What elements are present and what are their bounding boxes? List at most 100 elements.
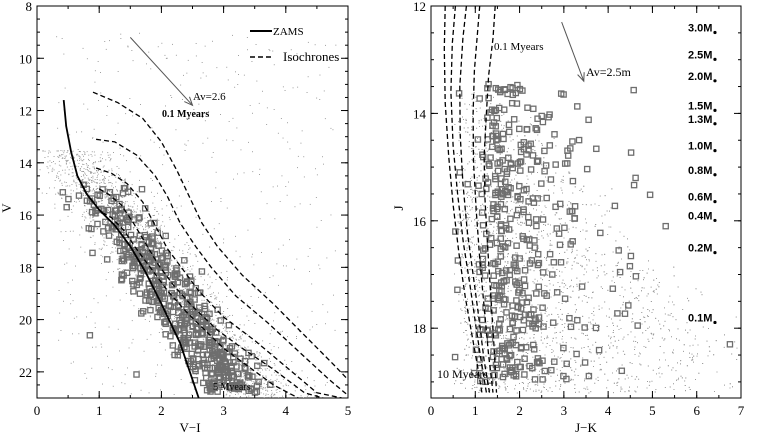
- field-star-dot: [202, 234, 203, 235]
- field-star-dot: [319, 99, 320, 100]
- field-star-dot: [64, 264, 65, 265]
- field-star-dot: [257, 353, 258, 354]
- field-star-dot: [243, 376, 244, 377]
- field-star-dot: [63, 301, 64, 302]
- field-star-dot: [101, 154, 102, 155]
- field-star-dot: [141, 390, 142, 391]
- field-star-dot: [69, 153, 70, 154]
- field-star-dot: [223, 316, 224, 317]
- field-star-dot: [272, 353, 273, 354]
- field-star-dot: [124, 205, 125, 206]
- field-star-dot: [315, 168, 316, 169]
- field-star-dot: [118, 71, 119, 72]
- field-star-dot: [101, 249, 102, 250]
- field-star-dot: [319, 268, 320, 269]
- field-star-dot: [200, 307, 201, 308]
- field-star-dot: [210, 296, 211, 297]
- field-star-dot: [266, 377, 267, 378]
- field-star-dot: [130, 206, 131, 207]
- field-star-dot: [229, 396, 230, 397]
- field-star-dot: [188, 60, 189, 61]
- field-star-dot: [97, 228, 98, 229]
- field-star-dot: [61, 150, 62, 151]
- field-star-dot: [55, 208, 56, 209]
- field-star-dot: [178, 311, 179, 312]
- field-star-dot: [238, 362, 239, 363]
- field-star-dot: [94, 168, 95, 169]
- field-star-dot: [171, 320, 172, 321]
- field-star-dot: [239, 362, 240, 363]
- field-star-dot: [152, 180, 153, 181]
- field-star-dot: [73, 172, 74, 173]
- legend-isochrones-label: Isochrones: [283, 49, 339, 64]
- field-star-dot: [183, 301, 184, 302]
- field-star-dot: [157, 239, 158, 240]
- field-star-dot: [83, 175, 84, 176]
- field-star-dot: [101, 255, 102, 256]
- field-star-dot: [259, 355, 260, 356]
- field-star-dot: [232, 35, 233, 36]
- member-star-square: [255, 363, 260, 368]
- field-star-dot: [106, 115, 107, 116]
- field-star-dot: [216, 299, 217, 300]
- field-star-dot: [244, 375, 245, 376]
- field-star-dot: [59, 171, 60, 172]
- field-star-dot: [273, 275, 274, 276]
- field-star-dot: [294, 269, 295, 270]
- field-star-dot: [87, 109, 88, 110]
- field-star-dot: [82, 394, 83, 395]
- field-star-dot: [236, 251, 237, 252]
- field-star-dot: [117, 190, 118, 191]
- field-star-dot: [161, 225, 162, 226]
- field-star-dot: [100, 160, 101, 161]
- field-star-dot: [261, 252, 262, 253]
- field-star-dot: [66, 161, 67, 162]
- field-star-dot: [116, 173, 117, 174]
- field-star-dot: [55, 194, 56, 195]
- field-star-dot: [180, 85, 181, 86]
- field-star-dot: [80, 247, 81, 248]
- field-star-dot: [91, 177, 92, 178]
- field-star-dot: [104, 166, 105, 167]
- field-star-dot: [236, 339, 237, 340]
- field-star-dot: [255, 355, 256, 356]
- field-star-dot: [48, 172, 49, 173]
- field-star-dot: [289, 394, 290, 395]
- field-star-dot: [79, 235, 80, 236]
- field-star-dot: [89, 160, 90, 161]
- field-star-dot: [255, 354, 256, 355]
- field-star-dot: [190, 254, 191, 255]
- field-star-dot: [214, 397, 215, 398]
- field-star-dot: [92, 191, 93, 192]
- field-star-dot: [83, 48, 84, 49]
- field-star-dot: [104, 183, 105, 184]
- field-star-dot: [171, 250, 172, 251]
- field-star-dot: [69, 169, 70, 170]
- member-star-square: [90, 250, 95, 255]
- field-star-dot: [72, 212, 73, 213]
- field-star-dot: [110, 182, 111, 183]
- field-star-dot: [149, 392, 150, 393]
- field-star-dot: [252, 342, 253, 343]
- field-star-dot: [112, 234, 113, 235]
- field-star-dot: [252, 383, 253, 384]
- field-star-dot: [266, 370, 267, 371]
- field-star-dot: [286, 384, 287, 385]
- field-star-dot: [65, 156, 66, 157]
- field-star-dot: [95, 161, 96, 162]
- field-star-dot: [132, 211, 133, 212]
- field-star-dot: [78, 166, 79, 167]
- member-star-square: [134, 372, 139, 377]
- field-star-dot: [238, 374, 239, 375]
- field-star-dot: [235, 71, 236, 72]
- field-star-dot: [100, 93, 101, 94]
- field-star-dot: [85, 174, 86, 175]
- field-star-dot: [210, 286, 211, 287]
- vi-x-tick-label: 0: [34, 403, 41, 418]
- field-star-dot: [287, 195, 288, 196]
- field-star-dot: [244, 325, 245, 326]
- field-star-dot: [88, 170, 89, 171]
- field-star-dot: [81, 176, 82, 177]
- field-star-dot: [324, 91, 325, 92]
- field-star-dot: [248, 320, 249, 321]
